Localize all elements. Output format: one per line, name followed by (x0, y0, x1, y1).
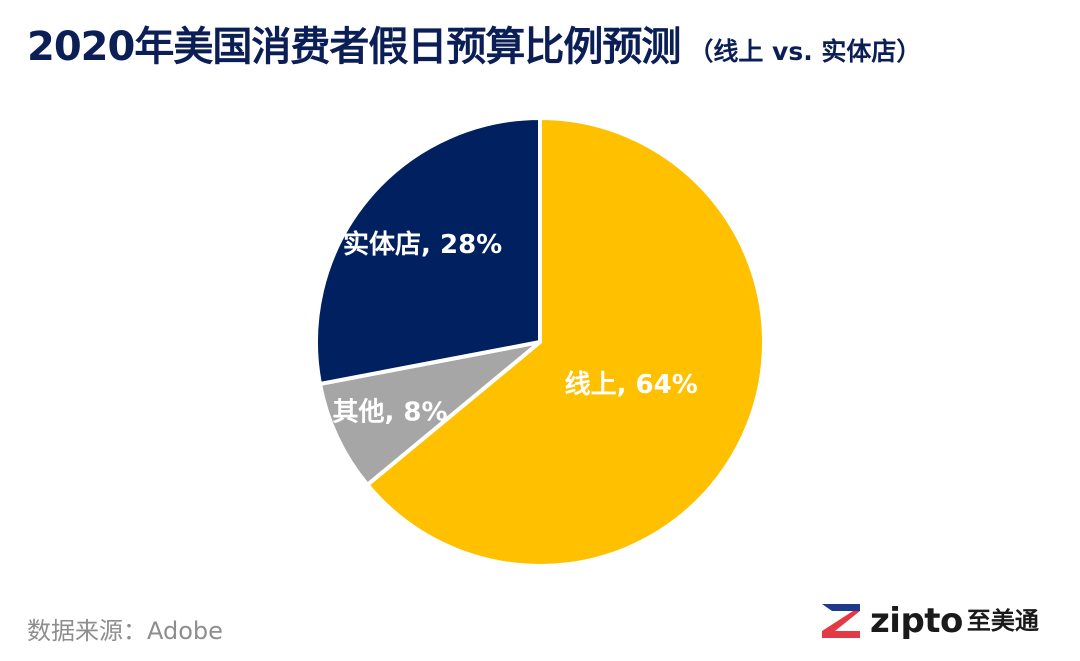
logo-text-en: zipto (870, 601, 963, 641)
title-row: 2020年美国消费者假日预算比例预测 （线上 vs. 实体店） (27, 14, 921, 72)
pie-labels: 线上, 64% 其他, 8% 实体店, 28% (332, 229, 697, 428)
zipto-logo-icon (822, 604, 860, 638)
chart-title: 2020年美国消费者假日预算比例预测 (27, 24, 681, 70)
pie-slice-1 (365, 116, 766, 568)
source-note: 数据来源：Adobe (27, 617, 223, 645)
pie-slice-label-1: 线上, 64% (565, 370, 698, 400)
pie-slice-label-3: 实体店, 28% (343, 229, 502, 260)
chart-subtitle: （线上 vs. 实体店） (688, 37, 922, 66)
pie-slices (314, 116, 766, 568)
pie-slice-3 (314, 116, 542, 386)
brand-logo: zipto 至美通 (820, 602, 1039, 640)
pie-slice-2 (317, 340, 542, 487)
pie-slice-label-2: 其他, 8% (332, 398, 447, 428)
logo-text-cn: 至美通 (966, 607, 1039, 635)
